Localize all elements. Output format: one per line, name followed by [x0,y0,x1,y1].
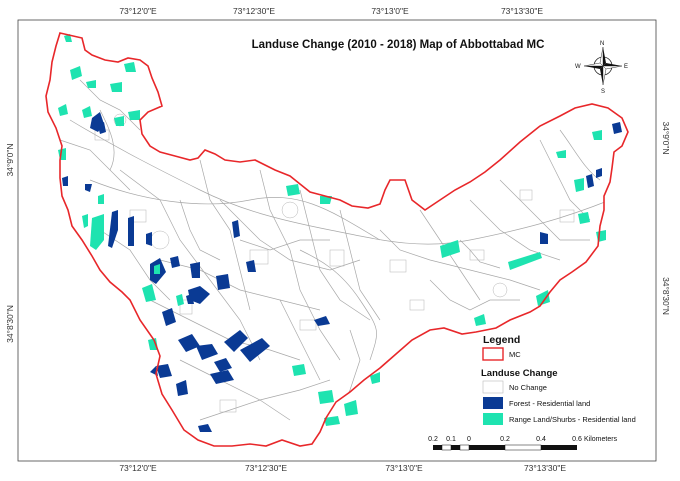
mc-boundary [45,32,629,447]
compass-rose-icon: N E S W [575,41,628,95]
legend-label-range: Range Land/Shurbs - Residential land [509,415,636,424]
scale-tick-0: 0.2 [428,436,438,443]
compass-north-label: N [600,41,604,47]
scale-tick-5: 0.6 [572,436,582,443]
coord-bottom-4: 73°13'30"E [524,463,566,473]
legend-swatch-boundary [482,347,504,361]
legend-label-boundary: MC [509,350,521,359]
coord-bottom-1: 73°12'0"E [119,463,157,473]
coord-top-2: 73°12'30"E [233,6,275,16]
scale-tick-1: 0.1 [446,436,456,443]
legend-swatch-no-change [482,380,504,394]
scale-tick-3: 0.2 [500,436,510,443]
compass-east-label: E [624,64,628,70]
coord-right-2: 34°8'30"N [661,277,671,315]
map-title: Landuse Change (2010 - 2018) Map of Abbo… [252,39,545,51]
legend: Legend MC Landuse Change No Change Fores… [481,334,636,425]
scale-unit: Kilometers [584,436,618,443]
coord-top-3: 73°13'0"E [371,6,409,16]
legend-label-no-change: No Change [509,383,547,392]
legend-swatch-range [483,413,503,425]
legend-label-forest: Forest - Residential land [509,399,590,408]
coord-left-1: 34°9'0"N [5,143,15,176]
coord-bottom-2: 73°12'30"E [245,463,287,473]
legend-swatch-forest [483,397,503,409]
legend-subtitle: Landuse Change [481,368,558,379]
scale-tick-4: 0.4 [536,436,546,443]
coord-bottom-3: 73°13'0"E [385,463,423,473]
legend-title: Legend [483,334,520,346]
coord-left-2: 34°8'30"N [5,305,15,343]
coord-top-1: 73°12'0"E [119,6,157,16]
coord-top-4: 73°13'30"E [501,6,543,16]
coord-right-1: 34°9'0"N [661,121,671,154]
parcel-outlines [94,113,575,413]
scale-tick-2: 0 [467,436,471,443]
compass-west-label: W [575,64,581,70]
map-body [45,32,629,447]
forest-residential-patches [62,112,622,432]
range-residential-patches [58,34,606,426]
compass-south-label: S [601,89,605,95]
scale-bar: 0.2 0.1 0 0.2 0.4 0.6 Kilometers [428,436,618,451]
